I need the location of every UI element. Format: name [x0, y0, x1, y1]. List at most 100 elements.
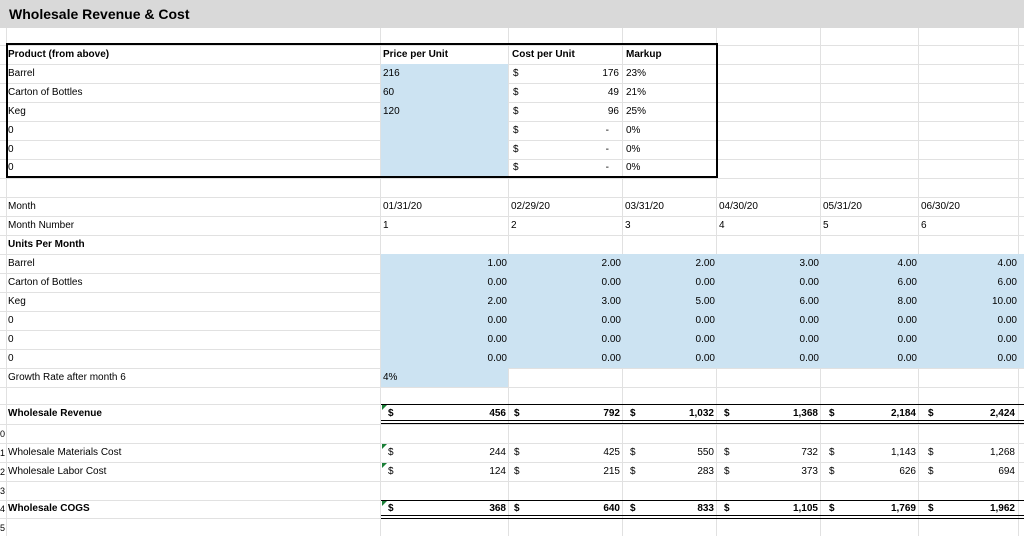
units-cell[interactable]: 0.00	[601, 277, 621, 288]
units-cell[interactable]: 0.00	[897, 315, 917, 326]
materials-cell[interactable]: 425	[603, 447, 620, 458]
month-number-cell[interactable]: 4	[719, 220, 725, 231]
materials-cell[interactable]: 1,268	[989, 447, 1015, 458]
units-cell[interactable]: 6.00	[997, 277, 1017, 288]
product-name[interactable]: 0	[8, 162, 14, 173]
month-cell[interactable]: 05/31/20	[823, 201, 862, 212]
materials-cell[interactable]: 1,143	[890, 447, 916, 458]
units-cell[interactable]: 6.00	[799, 296, 819, 307]
price-cell[interactable]: 120	[383, 106, 400, 117]
labor-cell[interactable]: 283	[697, 466, 714, 477]
labor-indicator	[382, 463, 387, 468]
price-cell[interactable]	[383, 159, 503, 177]
currency: $	[724, 447, 730, 458]
month-cell[interactable]: 03/31/20	[625, 201, 664, 212]
units-cell[interactable]: 0.00	[695, 334, 715, 345]
revenue-cell[interactable]: 1,032	[688, 408, 714, 419]
month-number-cell[interactable]: 5	[823, 220, 829, 231]
units-cell[interactable]: 3.00	[799, 258, 819, 269]
product-name[interactable]: Barrel	[8, 68, 35, 79]
units-cell[interactable]: 1.00	[487, 258, 507, 269]
materials-cell[interactable]: 550	[697, 447, 714, 458]
materials-cell[interactable]: 244	[489, 447, 506, 458]
month-number-cell[interactable]: 3	[625, 220, 631, 231]
units-cell[interactable]: 0.00	[799, 315, 819, 326]
price-cell[interactable]: 60	[383, 87, 395, 98]
cost-cell[interactable]: -	[605, 162, 609, 173]
units-cell[interactable]: 0.00	[799, 353, 819, 364]
revenue-cell[interactable]: 456	[489, 408, 506, 419]
markup-cell[interactable]: 0%	[626, 162, 641, 173]
units-cell[interactable]: 0.00	[695, 315, 715, 326]
units-cell[interactable]: 8.00	[897, 296, 917, 307]
labor-cell[interactable]: 373	[801, 466, 818, 477]
cost-cell[interactable]: 96	[607, 106, 619, 117]
units-cell[interactable]: 4.00	[997, 258, 1017, 269]
units-cell[interactable]: 4.00	[897, 258, 917, 269]
month-cell[interactable]: 01/31/20	[383, 201, 422, 212]
units-cell[interactable]: 0.00	[997, 334, 1017, 345]
cogs-cell[interactable]: 368	[489, 503, 506, 514]
price-cell[interactable]: 216	[383, 68, 400, 79]
cost-cell[interactable]: 49	[607, 87, 619, 98]
revenue-cell[interactable]: 2,184	[890, 408, 916, 419]
cost-cell[interactable]: 176	[602, 68, 619, 79]
units-cell[interactable]: 0.00	[799, 277, 819, 288]
month-number-cell[interactable]: 1	[383, 220, 389, 231]
markup-cell[interactable]: 21%	[626, 87, 647, 98]
units-cell[interactable]: 0.00	[897, 334, 917, 345]
units-cell[interactable]: 0.00	[487, 334, 507, 345]
materials-cell[interactable]: 732	[801, 447, 818, 458]
month-cell[interactable]: 02/29/20	[511, 201, 550, 212]
cogs-cell[interactable]: 1,962	[989, 503, 1015, 514]
cost-cell[interactable]: -	[605, 125, 609, 136]
month-cell[interactable]: 06/30/20	[921, 201, 960, 212]
product-name[interactable]: Keg	[8, 106, 26, 117]
units-cell[interactable]: 0.00	[695, 277, 715, 288]
units-cell[interactable]: 0.00	[799, 334, 819, 345]
units-cell[interactable]: 0.00	[601, 315, 621, 326]
units-cell[interactable]: 5.00	[695, 296, 715, 307]
price-cell[interactable]	[383, 122, 503, 140]
units-cell[interactable]: 0.00	[897, 353, 917, 364]
units-cell[interactable]: 6.00	[897, 277, 917, 288]
markup-cell[interactable]: 0%	[626, 144, 641, 155]
revenue-cell[interactable]: 1,368	[792, 408, 818, 419]
revenue-cell[interactable]: 792	[603, 408, 620, 419]
units-cell[interactable]: 2.00	[601, 258, 621, 269]
month-number-cell[interactable]: 2	[511, 220, 517, 231]
product-name[interactable]: Carton of Bottles	[8, 87, 83, 98]
units-cell[interactable]: 3.00	[601, 296, 621, 307]
labor-cell[interactable]: 626	[899, 466, 916, 477]
price-cell[interactable]	[383, 141, 503, 159]
month-number-cell[interactable]: 6	[921, 220, 927, 231]
units-cell[interactable]: 2.00	[487, 296, 507, 307]
units-cell[interactable]: 0.00	[997, 315, 1017, 326]
cogs-cell[interactable]: 640	[603, 503, 620, 514]
units-cell[interactable]: 10.00	[991, 296, 1017, 307]
markup-cell[interactable]: 25%	[626, 106, 647, 117]
cost-cell[interactable]: -	[605, 144, 609, 155]
label-month: Month	[8, 201, 36, 212]
cogs-cell[interactable]: 833	[697, 503, 714, 514]
markup-cell[interactable]: 0%	[626, 125, 641, 136]
product-name[interactable]: 0	[8, 125, 14, 136]
units-cell[interactable]: 0.00	[601, 353, 621, 364]
labor-cell[interactable]: 215	[603, 466, 620, 477]
units-cell[interactable]: 0.00	[487, 353, 507, 364]
labor-cell[interactable]: 124	[489, 466, 506, 477]
product-name[interactable]: 0	[8, 144, 14, 155]
units-cell[interactable]: 0.00	[487, 277, 507, 288]
revenue-cell[interactable]: 2,424	[989, 408, 1015, 419]
units-cell[interactable]: 2.00	[695, 258, 715, 269]
cogs-cell[interactable]: 1,769	[890, 503, 916, 514]
growth-rate-input[interactable]: 4%	[383, 372, 398, 383]
labor-cell[interactable]: 694	[998, 466, 1015, 477]
units-cell[interactable]: 0.00	[487, 315, 507, 326]
month-cell[interactable]: 04/30/20	[719, 201, 758, 212]
units-cell[interactable]: 0.00	[997, 353, 1017, 364]
markup-cell[interactable]: 23%	[626, 68, 647, 79]
cogs-cell[interactable]: 1,105	[792, 503, 818, 514]
units-cell[interactable]: 0.00	[695, 353, 715, 364]
units-cell[interactable]: 0.00	[601, 334, 621, 345]
